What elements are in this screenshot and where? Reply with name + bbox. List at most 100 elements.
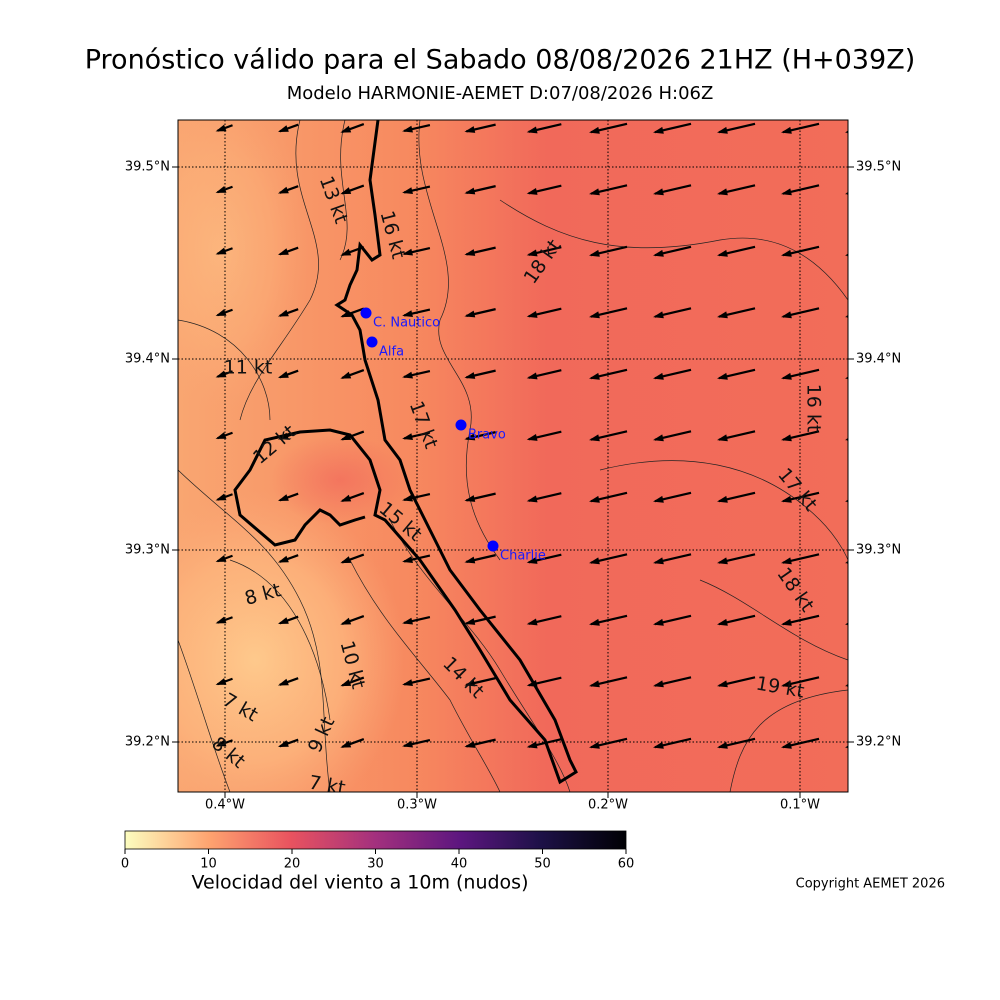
arrow-head [215, 309, 227, 316]
arrow-shaft [846, 130, 848, 134]
colorbar-label: Velocidad del viento a 10m (nudos) [192, 872, 529, 894]
wind-arrow [526, 184, 562, 195]
arrow-head [845, 315, 848, 318]
wind-arrow [464, 492, 496, 502]
copyright: Copyright AEMET 2026 [796, 877, 945, 892]
arrow-head [277, 555, 289, 563]
arrow-head [653, 249, 664, 257]
lat-label: 39.4°N [125, 352, 170, 367]
colorbar-tick-label: 0 [121, 857, 129, 872]
wind-arrow [277, 185, 299, 194]
lat-label: 39.3°N [856, 543, 901, 558]
wind-arrow [781, 491, 820, 503]
arrow-head [464, 433, 476, 441]
arrow-head [215, 124, 227, 132]
colorbar-tick-label: 50 [534, 857, 551, 872]
arrow-head [781, 434, 792, 442]
station-label: Alfa [379, 345, 404, 360]
wind-arrow [845, 376, 848, 380]
arrow-head [526, 372, 538, 380]
wind-arrow [717, 553, 756, 565]
arrow-head [277, 125, 289, 133]
arrow-head [653, 680, 664, 688]
wind-arrow [845, 622, 848, 626]
wind-arrow [589, 368, 628, 380]
lat-label: 39.5°N [856, 160, 901, 175]
wind-arrow [717, 184, 756, 196]
arrow-head [402, 310, 413, 318]
lat-label: 39.2°N [856, 735, 901, 750]
wind-arrow [589, 676, 628, 688]
station-dot [360, 307, 372, 319]
contour [729, 689, 848, 792]
arrow-head [653, 495, 664, 503]
wind-arrow [526, 430, 562, 441]
arrow-head [717, 680, 728, 688]
wind-arrow [277, 738, 299, 748]
arrow-head [340, 125, 352, 133]
arrow-head [340, 433, 352, 441]
wind-arrow [526, 676, 562, 687]
arrow-head [526, 679, 538, 687]
wind-arrow [340, 676, 365, 687]
lat-label: 39.5°N [125, 160, 170, 175]
wind-arrow [340, 553, 365, 564]
colorbar-ticks: 0 10 20 30 40 50 60 [121, 849, 634, 872]
wind-arrow [277, 677, 299, 686]
arrow-head [464, 372, 476, 379]
arrow-head [845, 376, 848, 379]
contour-label: 11 kt [224, 357, 273, 379]
arrow-shaft [846, 253, 848, 257]
arrow-head [526, 126, 538, 134]
wind-arrow [464, 185, 496, 195]
arrow-head [526, 187, 538, 195]
contour [178, 319, 271, 421]
arrow-head [277, 494, 289, 502]
arrow-head [845, 499, 848, 502]
arrow-head [589, 372, 600, 380]
arrow-head [589, 249, 600, 257]
wind-arrow [464, 123, 496, 133]
arrow-head [464, 310, 476, 318]
arrow-head [781, 741, 792, 749]
arrow-head [215, 247, 227, 255]
wind-arrow [717, 122, 756, 134]
arrow-head [402, 617, 413, 625]
arrow-head [589, 311, 600, 319]
lat-label: 39.4°N [856, 352, 901, 367]
wind-arrow [340, 184, 365, 195]
wind-arrow [215, 616, 233, 624]
contours [178, 120, 848, 792]
wind-arrow [653, 737, 692, 749]
wind-arrow [781, 245, 820, 257]
arrow-head [215, 493, 227, 501]
arrow-head [277, 678, 289, 686]
arrow-head [653, 188, 664, 196]
wind-arrow [340, 307, 365, 318]
arrow-head [526, 310, 538, 318]
wind-arrow [526, 369, 562, 380]
wind-arrow [653, 307, 692, 319]
arrow-head [589, 495, 600, 503]
station-label: Charlie [500, 549, 546, 564]
wind-arrow [589, 122, 628, 134]
arrow-head [464, 495, 476, 502]
arrow-head [277, 309, 289, 317]
arrow-head [464, 679, 476, 687]
wind-arrow [402, 615, 431, 625]
wind-arrow [589, 553, 628, 565]
station-label: C. Nautico [373, 316, 440, 331]
arrow-head [277, 371, 289, 379]
wind-arrow [717, 245, 756, 257]
arrow-head [717, 495, 728, 503]
wind-arrow [653, 184, 692, 196]
contour [499, 199, 848, 301]
wind-arrow [781, 368, 820, 380]
contour [239, 120, 319, 421]
wind-arrow [653, 553, 692, 565]
wind-arrow [464, 308, 496, 318]
arrow-head [277, 740, 289, 748]
contour-label: 16 kt [803, 384, 825, 433]
wind-arrow [845, 438, 848, 441]
wind-arrow [781, 737, 820, 749]
